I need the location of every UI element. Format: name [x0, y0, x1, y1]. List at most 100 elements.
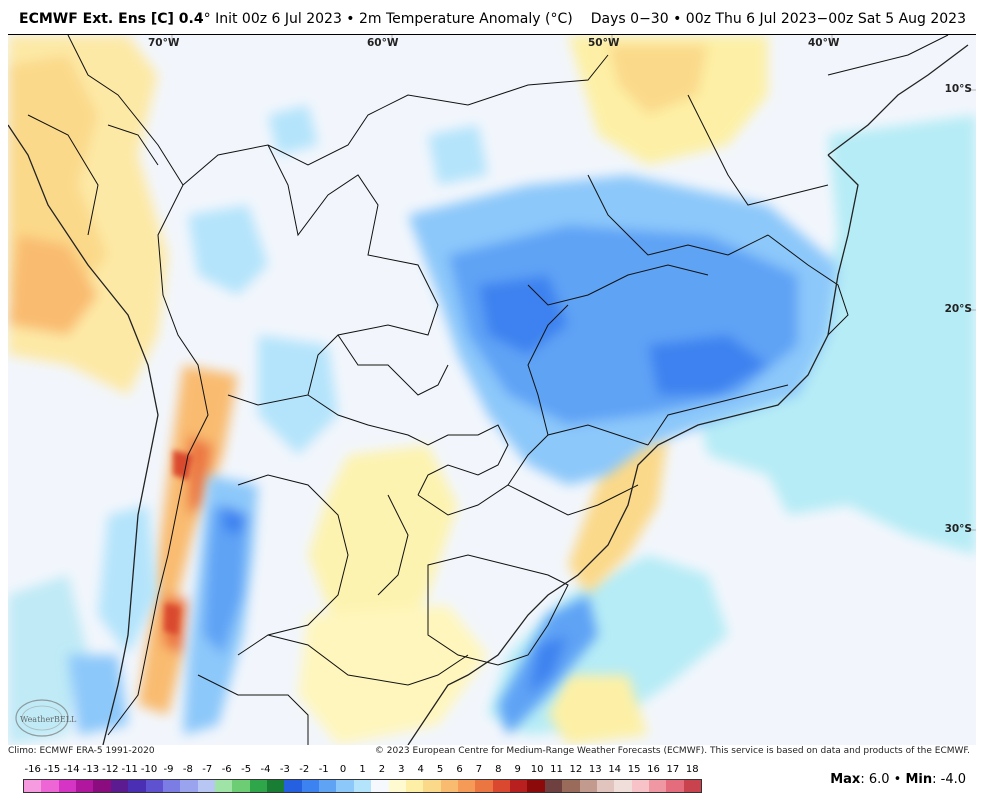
colorbar-swatch: [666, 780, 684, 792]
longitude-label-70w: 70°W: [148, 37, 180, 49]
colorbar-swatch: [58, 780, 77, 792]
colorbar-swatch: [249, 780, 268, 792]
colorbar-tick-label: 8: [495, 764, 502, 775]
colorbar-tick-label: -5: [241, 764, 252, 775]
colorbar-swatch: [371, 780, 389, 792]
colorbar-swatch: [683, 780, 702, 792]
colorbar-tick-label: -1: [318, 764, 329, 775]
colorbar-tick-label: -7: [202, 764, 213, 775]
colorbar-tick-label: 4: [417, 764, 424, 775]
anomaly-map: 70°W 60°W 50°W 40°W 10°S 20°S 30°S Weath…: [8, 34, 976, 745]
colorbar-swatch: [388, 780, 406, 792]
colorbar-swatch: [162, 780, 181, 792]
run-info: Init 00z 6 Jul 2023 • 2m Temperature Ano…: [210, 11, 573, 27]
colorbar-swatch: [440, 780, 458, 792]
colorbar-tick-label: 16: [647, 764, 660, 775]
latitude-label-10s: 10°S: [944, 83, 972, 95]
colorbar-tick-label: 3: [398, 764, 405, 775]
colorbar-swatch: [544, 780, 563, 792]
colorbar: [23, 779, 702, 793]
longitude-label-40w: 40°W: [808, 37, 840, 49]
colorbar-swatch: [301, 780, 320, 792]
climo-note: Climo: ECMWF ERA-5 1991-2020: [8, 746, 155, 756]
colorbar-swatch: [110, 780, 129, 792]
longitude-label-50w: 50°W: [588, 37, 620, 49]
colorbar-swatch: [510, 780, 528, 792]
max-min-stats: Max: 6.0 • Min: -4.0: [830, 772, 966, 787]
degree-mark: °: [203, 11, 211, 27]
valid-range: Days 0−30 • 00z Thu 6 Jul 2023−00z Sat 5…: [590, 11, 966, 27]
colorbar-tick-label: 5: [436, 764, 444, 775]
model-title: ECMWF Ext. Ens [C] 0.4: [19, 11, 204, 27]
copyright-note: © 2023 European Centre for Medium-Range …: [374, 746, 970, 756]
colorbar-tick-label: 18: [685, 764, 699, 775]
max-label: Max: [830, 772, 861, 787]
colorbar-tick-label: 13: [588, 764, 602, 775]
colorbar-tick-label: -2: [299, 764, 310, 775]
colorbar-swatch: [614, 780, 632, 792]
latitude-label-20s: 20°S: [944, 303, 972, 315]
graticule: [171, 35, 976, 531]
colorbar-swatch: [180, 780, 198, 792]
min-label: Min: [905, 772, 933, 787]
weatherbell-logo: WeatherBELL: [15, 699, 77, 737]
map-title: ECMWF Ext. Ens [C] 0.4° Init 00z 6 Jul 2…: [19, 11, 573, 27]
political-borders: [27, 35, 949, 745]
colorbar-tick-label: -6: [221, 764, 232, 775]
colorbar-swatch: [579, 780, 597, 792]
colorbar-swatch: [562, 780, 580, 792]
colorbar-labels: -16 -15 -14 -13 -12 -11 -10 -9 -8 -7 -6 -5 -4 -3 -2 -1 0…: [23, 764, 702, 778]
colorbar-tick-label: 17: [666, 764, 680, 775]
colorbar-tick-label: -15: [43, 764, 61, 775]
colorbar-swatch: [267, 780, 285, 792]
colorbar-tick-label: -11: [121, 764, 138, 775]
colorbar-tick-label: -13: [82, 764, 100, 775]
colorbar-tick-label: -12: [102, 764, 119, 775]
max-value: 6.0: [868, 772, 890, 787]
colorbar-swatch: [128, 780, 146, 792]
svg-text:WeatherBELL: WeatherBELL: [20, 715, 77, 724]
colorbar-tick-label: -4: [260, 764, 271, 775]
coastline: [8, 44, 969, 745]
colorbar-tick-label: 6: [456, 764, 463, 775]
colorbar-swatch: [596, 780, 615, 792]
colorbar-tick-label: 7: [475, 764, 483, 775]
colorbar-tick-label: 9: [514, 764, 521, 775]
colorbar-tick-label: -9: [163, 764, 174, 775]
colorbar-swatch: [353, 780, 372, 792]
colorbar-swatch: [319, 780, 337, 792]
colorbar-swatch: [492, 780, 511, 792]
colorbar-tick-label: -3: [279, 764, 290, 775]
colorbar-swatch: [232, 780, 250, 792]
colorbar-tick-label: -14: [63, 764, 80, 775]
colorbar-swatch: [284, 780, 302, 792]
colorbar-swatch: [197, 780, 215, 792]
colorbar-swatch: [41, 780, 59, 792]
colorbar-swatch: [76, 780, 94, 792]
colorbar-swatch: [93, 780, 111, 792]
cold-anomaly-field: [68, 105, 838, 735]
colorbar-tick-label: 2: [378, 764, 386, 775]
colorbar-swatch: [24, 780, 42, 792]
warm-anomaly-field: [8, 35, 768, 745]
colorbar-swatch: [214, 780, 233, 792]
colorbar-swatch: [527, 780, 545, 792]
colorbar-tick-label: -8: [182, 764, 193, 775]
colorbar-swatch: [336, 780, 354, 792]
colorbar-swatch: [648, 780, 667, 792]
colorbar-tick-label: 12: [569, 764, 583, 775]
colorbar-tick-label: 0: [339, 764, 347, 775]
colorbar-swatch: [475, 780, 493, 792]
colorbar-tick-label: 10: [530, 764, 544, 775]
colorbar-swatch: [145, 780, 163, 792]
colorbar-tick-label: 11: [550, 764, 563, 775]
colorbar-swatch: [457, 780, 476, 792]
colorbar-tick-label: 1: [359, 764, 366, 775]
min-value: -4.0: [940, 772, 966, 787]
colorbar-swatch: [631, 780, 649, 792]
colorbar-swatch: [405, 780, 424, 792]
colorbar-tick-label: 14: [608, 764, 622, 775]
colorbar-tick-label: -16: [24, 764, 41, 775]
map-canvas: [8, 35, 976, 745]
colorbar-swatch: [423, 780, 441, 792]
